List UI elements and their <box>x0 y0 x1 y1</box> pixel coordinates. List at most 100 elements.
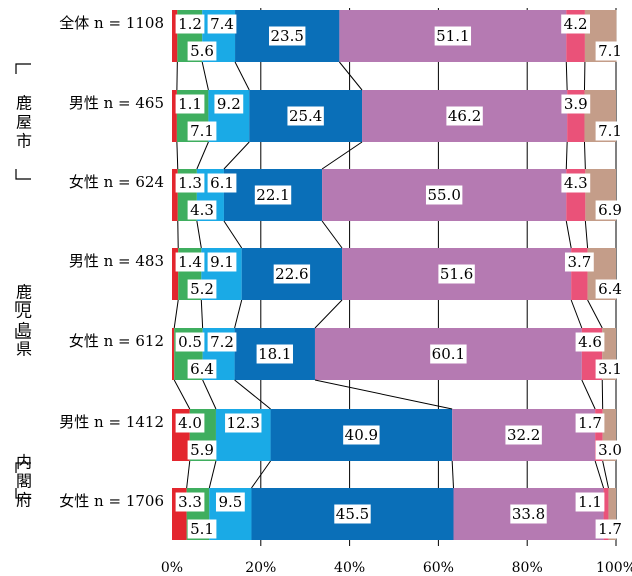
data-label: 4.0 <box>175 413 205 433</box>
data-label-text: 3.3 <box>178 493 202 511</box>
data-label-bg <box>595 359 625 379</box>
x-tick-label: 80% <box>512 560 543 576</box>
data-label: 7.2 <box>207 332 237 352</box>
x-tick-label: 20% <box>245 560 276 576</box>
data-label-bg <box>425 185 463 205</box>
bracket-close <box>15 488 31 499</box>
data-label-bg <box>334 504 371 524</box>
bars <box>172 10 617 540</box>
data-label-text: 9.5 <box>218 493 242 511</box>
data-label-text: 32.2 <box>507 426 540 444</box>
data-label: 5.2 <box>187 279 217 299</box>
data-label-bg <box>438 264 475 284</box>
data-label-text: 23.5 <box>271 27 304 45</box>
data-label-bg <box>207 332 237 352</box>
connector-line <box>208 460 217 489</box>
data-label-text: 7.1 <box>598 42 622 60</box>
data-label-bg <box>175 94 205 114</box>
bar-segment <box>172 248 179 300</box>
connector-line <box>451 460 454 489</box>
data-label-text: 18.1 <box>258 345 291 363</box>
data-label-bg <box>175 173 205 193</box>
data-label: 7.1 <box>595 41 625 61</box>
data-label: 4.3 <box>187 200 217 220</box>
row-label: 女性 n = 624 <box>69 173 164 191</box>
data-label: 1.1 <box>175 94 205 114</box>
data-label: 1.1 <box>575 492 605 512</box>
connector-line <box>202 379 217 410</box>
data-label: 7.1 <box>595 121 625 141</box>
connector-line <box>565 220 572 249</box>
data-label: 55.0 <box>425 185 463 205</box>
data-label-bg <box>207 173 237 193</box>
data-label-bg <box>187 440 217 460</box>
bracket-open <box>15 462 31 473</box>
data-label-text: 3.9 <box>564 95 588 113</box>
group-label-text: 内閣府 <box>16 453 32 510</box>
data-label-text: 4.6 <box>578 333 602 351</box>
bracket-close <box>15 169 31 180</box>
data-label: 22.6 <box>273 264 311 284</box>
connector-line <box>338 61 363 91</box>
data-label: 51.1 <box>434 26 472 46</box>
connector-line <box>594 460 605 489</box>
data-label-text: 22.6 <box>275 265 308 283</box>
data-label-text: 3.7 <box>567 253 591 271</box>
data-label-text: 4.3 <box>190 201 214 219</box>
row-label: 女性 n = 612 <box>69 332 164 350</box>
data-label-bg <box>273 264 311 284</box>
data-label-text: 7.1 <box>598 122 622 140</box>
data-label: 1.4 <box>175 252 205 272</box>
connector-line <box>565 141 568 170</box>
connector-line <box>602 460 609 489</box>
connector-line <box>570 299 583 329</box>
data-label-bg <box>575 492 605 512</box>
data-label-text: 51.6 <box>440 265 473 283</box>
connector-line <box>587 299 603 329</box>
data-label-text: 12.3 <box>227 414 260 432</box>
data-label-text: 5.2 <box>190 280 214 298</box>
row-label: 女性 n = 1706 <box>59 492 164 510</box>
x-tick-label: 100% <box>596 560 632 576</box>
data-label-text: 9.1 <box>210 253 234 271</box>
data-label-bg <box>595 41 625 61</box>
data-label: 12.3 <box>225 413 262 433</box>
data-label: 9.1 <box>207 252 237 272</box>
data-label-bg <box>564 252 594 272</box>
x-tick-label: 60% <box>423 560 454 576</box>
bar-segment <box>172 328 175 380</box>
axes: 0% 20% 40% 60% 80% 100% <box>161 560 632 576</box>
data-label-bg <box>595 440 625 460</box>
data-label: 3.0 <box>595 440 625 460</box>
data-label-bg <box>434 26 472 46</box>
group-label-text: 鹿屋市 <box>16 94 32 151</box>
data-label-bg <box>269 26 306 46</box>
data-label-bg <box>175 332 205 352</box>
data-label-text: 1.7 <box>578 414 602 432</box>
data-label-bg <box>575 413 605 433</box>
connector-line <box>173 299 179 329</box>
data-label-bg <box>561 94 591 114</box>
connector-line <box>223 220 243 249</box>
group-label: 内閣府 <box>15 453 32 510</box>
data-label-text: 45.5 <box>336 505 369 523</box>
data-label-bg <box>343 425 380 445</box>
data-label: 32.2 <box>505 425 542 445</box>
data-label-text: 0.5 <box>178 333 202 351</box>
bar-segment <box>172 169 178 221</box>
data-label-text: 3.0 <box>598 441 622 459</box>
data-label: 33.8 <box>510 504 547 524</box>
connector-line <box>223 141 250 170</box>
data-label: 3.3 <box>175 492 205 512</box>
data-label-bg <box>254 185 292 205</box>
data-label-bg <box>225 413 262 433</box>
data-label-bg <box>430 344 467 364</box>
bracket-open <box>15 301 31 312</box>
data-label: 6.4 <box>595 279 625 299</box>
bar-segment <box>595 409 603 461</box>
row-label: 男性 n = 465 <box>69 94 164 112</box>
connector-lines <box>173 61 609 489</box>
data-label: 1.7 <box>595 519 625 539</box>
